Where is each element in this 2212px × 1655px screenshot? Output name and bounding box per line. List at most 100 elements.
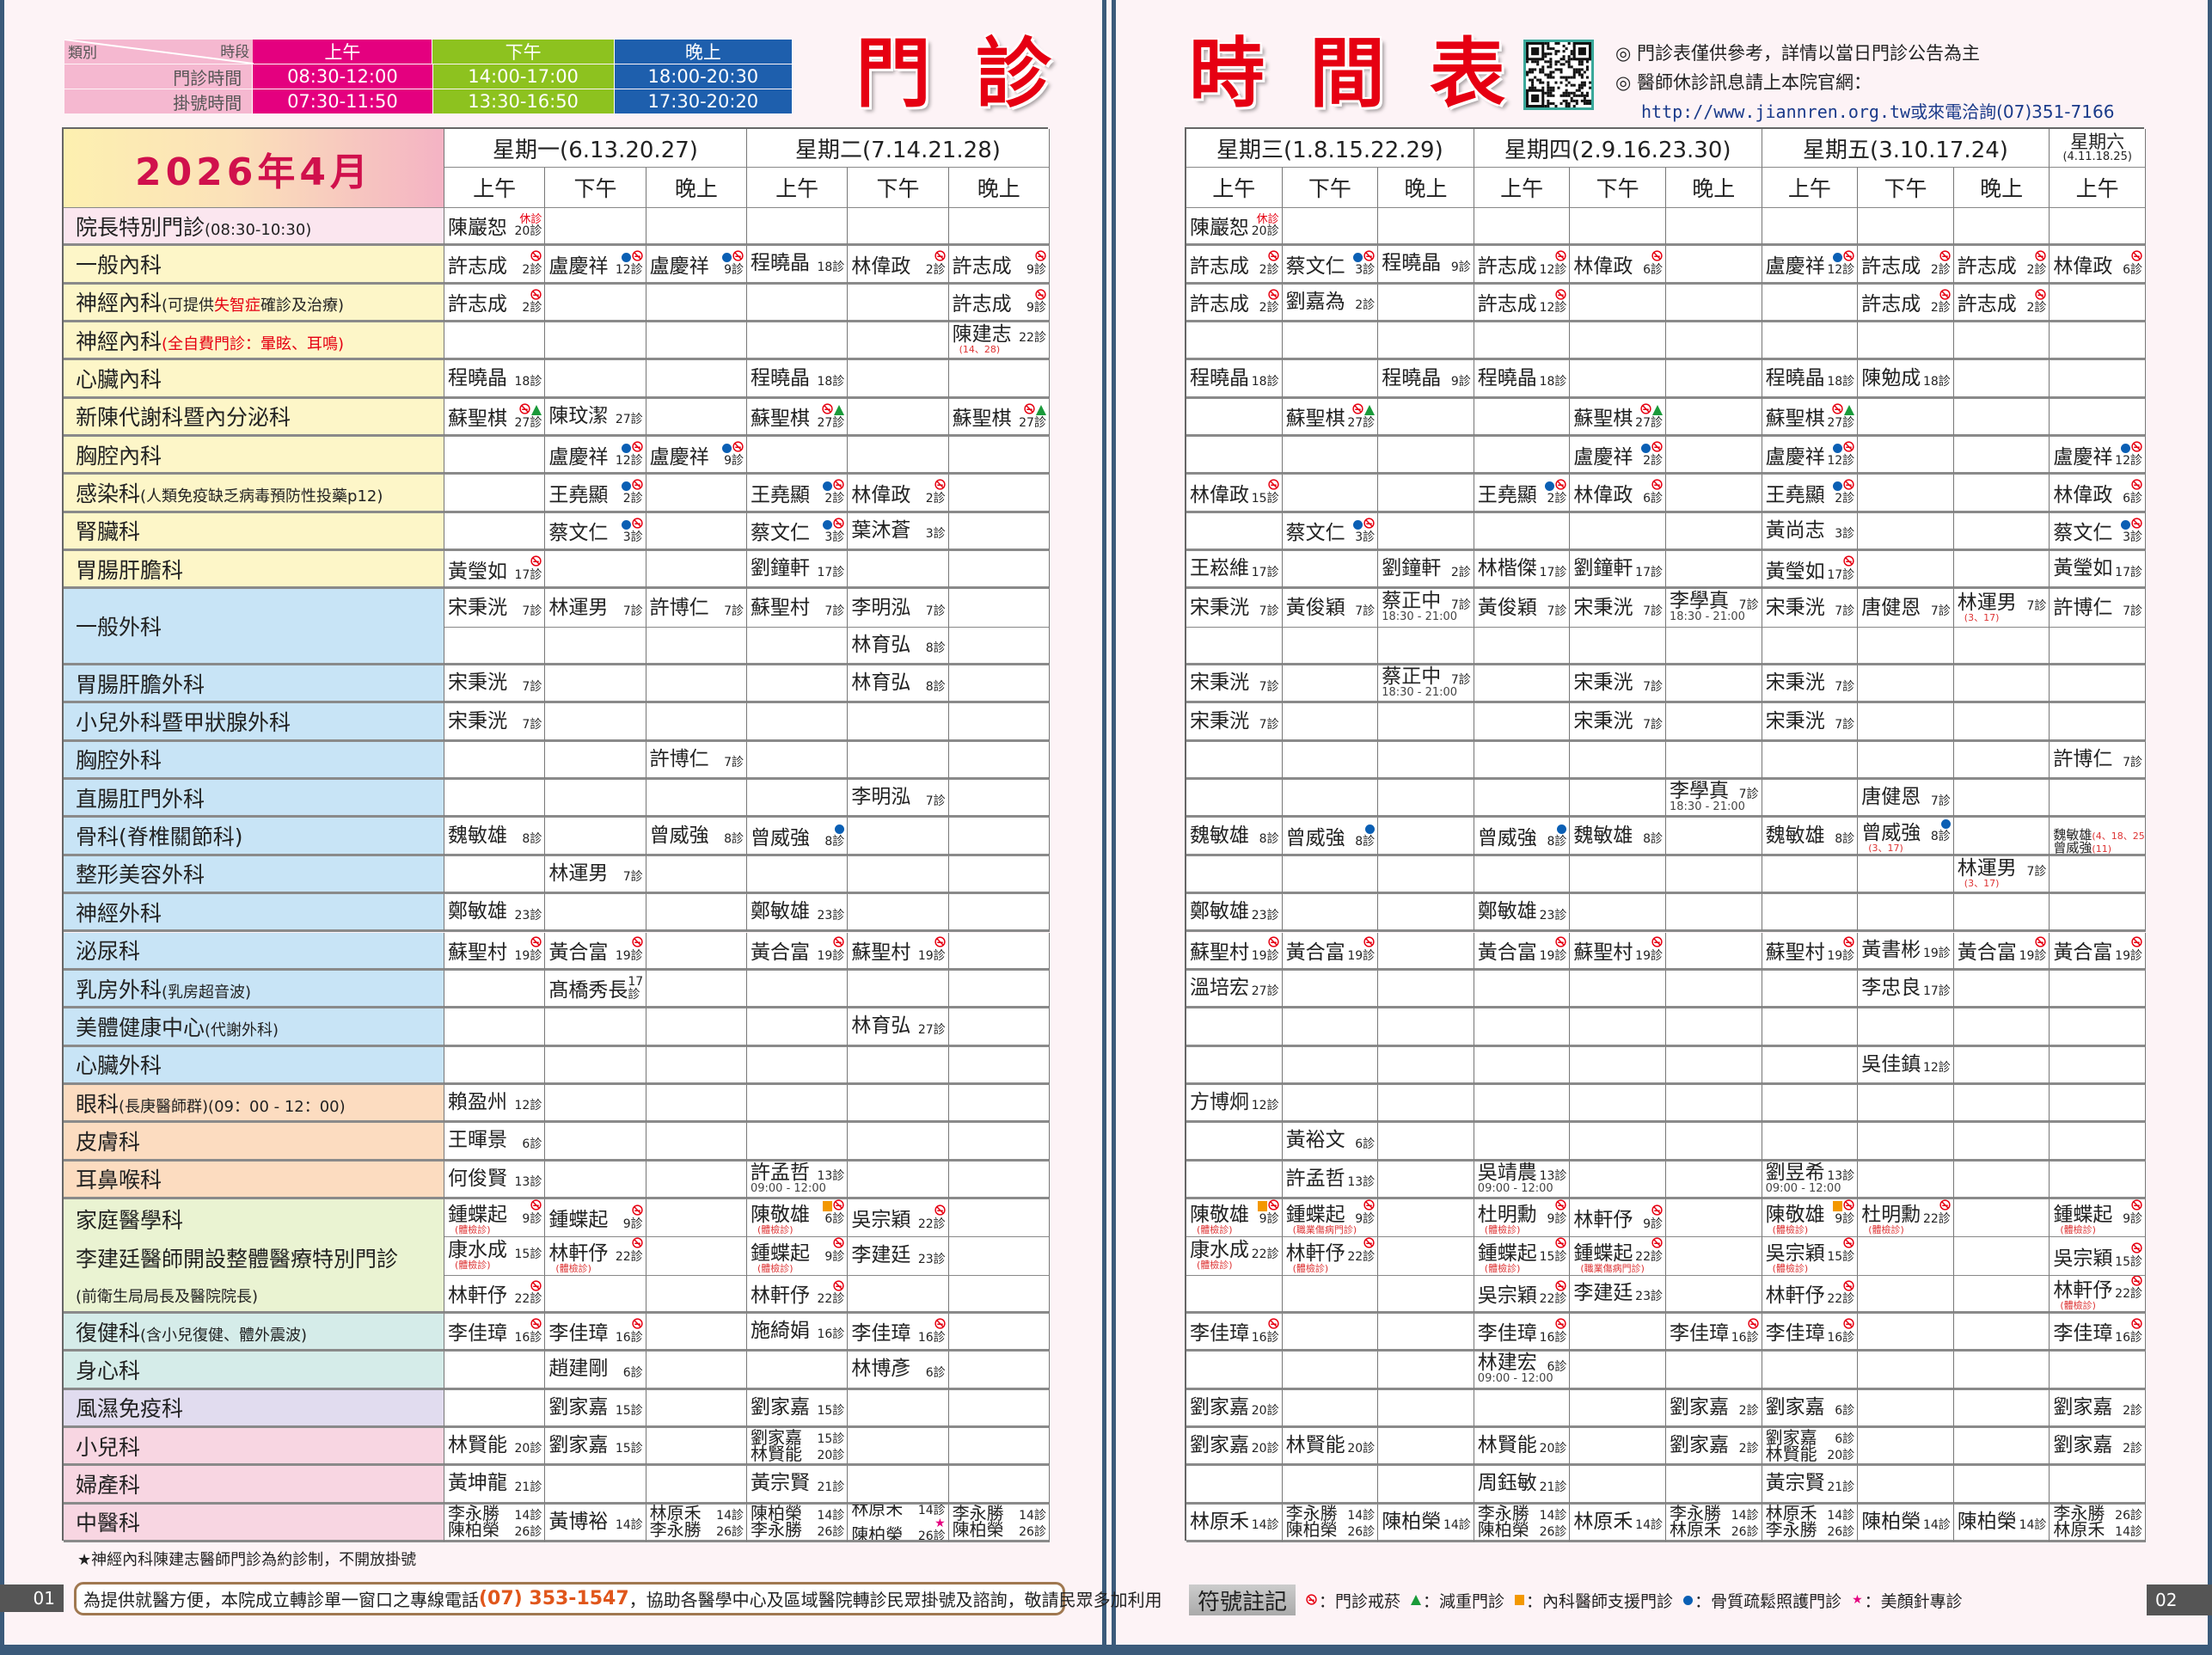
- doctor-entry[interactable]: 葉沐蒼 3診: [851, 520, 945, 541]
- doctor-entry[interactable]: 吳靖農 13診: [1478, 1162, 1567, 1183]
- doctor-entry[interactable]: 李佳璋 16診: [1190, 1318, 1279, 1345]
- schedule-cell-tue_pm[interactable]: 李佳璋 16診: [848, 1313, 949, 1352]
- schedule-cell-mon_pm[interactable]: 劉家嘉 15診: [545, 1389, 646, 1428]
- schedule-cell-wed_am[interactable]: 溫培宏 27診: [1186, 970, 1283, 1009]
- schedule-cell-tue_am[interactable]: 鄭敏雄 23診: [746, 894, 849, 933]
- doctor-entry[interactable]: 宋秉洸 7診: [1190, 598, 1279, 618]
- schedule-cell-wed_pm[interactable]: 黃俊穎 7診: [1282, 589, 1379, 628]
- doctor-entry[interactable]: 林賢能 20診: [448, 1436, 542, 1456]
- doctor-entry[interactable]: 方博炯 12診: [1190, 1093, 1279, 1113]
- doctor-entry[interactable]: 劉家嘉 15診: [751, 1397, 844, 1418]
- schedule-cell-fri_pm[interactable]: 許志成 2診: [1858, 246, 1954, 285]
- schedule-cell-thu_ev[interactable]: 劉家嘉 2診: [1666, 1427, 1762, 1467]
- schedule-cell-wed_pm[interactable]: 蔡文仁 3診: [1282, 246, 1379, 285]
- schedule-cell-mon_am[interactable]: 陳巖恕 休診 20診: [444, 208, 546, 247]
- schedule-cell-wed_pm[interactable]: 黃合富 19診: [1282, 932, 1379, 971]
- doctor-entry[interactable]: 林運男 7診: [548, 598, 642, 618]
- schedule-cell-thu_am[interactable]: 鄭敏雄 23診: [1474, 894, 1571, 933]
- schedule-cell-wed_am[interactable]: 蘇聖村 19診: [1186, 932, 1283, 971]
- doctor-entry[interactable]: 林偉政 6診: [2053, 479, 2142, 506]
- doctor-entry[interactable]: 王堯顯 2診: [1478, 479, 1566, 506]
- doctor-entry[interactable]: 林軒伃 22診: [548, 1237, 643, 1264]
- schedule-cell-fri_am[interactable]: 劉家嘉 6診 林賢能 20診: [1762, 1427, 1859, 1467]
- doctor-entry[interactable]: 黃合富 19診: [1286, 936, 1375, 963]
- schedule-cell-thu_am[interactable]: 許志成 12診: [1474, 246, 1571, 285]
- doctor-entry[interactable]: 林軒伃 22診: [751, 1279, 844, 1306]
- schedule-cell-mon_am[interactable]: 蘇聖村 19診: [444, 932, 546, 971]
- schedule-cell-fri_am[interactable]: 宋秉洸 7診: [1762, 703, 1859, 742]
- schedule-cell-fri_pm[interactable]: 吳佳鎮 12診: [1858, 1046, 1954, 1085]
- doctor-entry[interactable]: 程曉晶 18診: [1766, 368, 1855, 389]
- schedule-cell-thu_am[interactable]: 黃俊穎 7診: [1474, 589, 1571, 628]
- schedule-cell-thu_am[interactable]: 吳宗穎 22診: [1474, 1275, 1571, 1314]
- doctor-entry[interactable]: 林偉政 2診: [851, 250, 946, 277]
- schedule-cell-wed_am[interactable]: 林偉政 15診: [1186, 475, 1283, 513]
- doctor-entry[interactable]: 林偉政 6診: [1573, 479, 1663, 506]
- schedule-cell-fri_am[interactable]: 蘇聖村 19診: [1762, 932, 1859, 971]
- doctor-entry[interactable]: 黃合富 19診: [1478, 936, 1566, 963]
- doctor-entry[interactable]: 林軒伃 22診: [2053, 1275, 2142, 1301]
- doctor-entry[interactable]: 盧慶祥 9診: [650, 250, 744, 277]
- schedule-cell-wed_pm[interactable]: 林軒伃 22診 (體檢診): [1282, 1237, 1379, 1276]
- schedule-cell-fri_am[interactable]: 黃尚志 3診: [1762, 512, 1859, 552]
- schedule-cell-mon_pm[interactable]: 陳玟潔 27診: [545, 398, 646, 438]
- schedule-cell-wed_ev[interactable]: 程曉晶 9診: [1378, 360, 1474, 399]
- schedule-cell-mon_pm[interactable]: 劉家嘉 15診: [545, 1427, 646, 1467]
- doctor-entry[interactable]: 林運男 7診: [1958, 592, 2047, 613]
- doctor-entry[interactable]: 宋秉洸 7診: [1766, 598, 1855, 618]
- schedule-cell-tue_ev[interactable]: 蘇聖棋 27診: [948, 398, 1050, 438]
- doctor-entry[interactable]: 何俊賢 13診: [448, 1168, 542, 1189]
- doctor-entry[interactable]: 李學真 7診: [1670, 592, 1759, 611]
- schedule-cell-thu_am[interactable]: 鍾蝶起 15診 (體檢診): [1474, 1237, 1571, 1276]
- schedule-cell-mon_pm[interactable]: 黃博裕 14診: [545, 1504, 646, 1542]
- doctor-entry[interactable]: 林運男 7診: [1958, 858, 2047, 879]
- schedule-cell-fri_pm[interactable]: 陳柏榮 14診: [1858, 1504, 1954, 1542]
- doctor-entry[interactable]: 鄭敏雄 23診: [751, 902, 844, 922]
- schedule-cell-wed_am[interactable]: 李佳璋 16診: [1186, 1313, 1283, 1352]
- schedule-cell-fri_am[interactable]: 吳宗穎 15診 (體檢診): [1762, 1237, 1859, 1276]
- doctor-entry[interactable]: 杜明勳 9診: [1478, 1199, 1566, 1226]
- schedule-cell-tue_am[interactable]: 劉鐘軒 17診: [746, 551, 849, 590]
- doctor-entry[interactable]: 李佳璋 16診: [851, 1318, 946, 1345]
- schedule-cell-wed_am[interactable]: 陳巖恕 休診 20診: [1186, 208, 1283, 247]
- doctor-entry[interactable]: 盧慶祥 12診: [2053, 441, 2142, 468]
- schedule-cell-sat_am[interactable]: 許博仁 7診: [2050, 741, 2146, 781]
- doctor-entry[interactable]: 盧慶祥 12診: [548, 441, 643, 468]
- schedule-cell-wed_am[interactable]: 康水成 22診 (體檢診): [1186, 1237, 1283, 1276]
- schedule-cell-fri_pm[interactable]: 曾威強 8診 (3、17): [1858, 818, 1954, 856]
- schedule-cell-tue_pm[interactable]: 林偉政 2診: [848, 246, 949, 285]
- schedule-cell-thu_ev[interactable]: 李永勝 14診 林原禾 26診: [1666, 1504, 1762, 1542]
- doctor-entry[interactable]: 宋秉洸 7診: [1573, 673, 1663, 693]
- doctor-entry[interactable]: 劉家嘉 20診: [1190, 1397, 1279, 1418]
- doctor-entry[interactable]: 曾威強(11): [2053, 842, 2142, 854]
- doctor-entry[interactable]: 程曉晶 18診: [1478, 368, 1567, 389]
- schedule-cell-thu_ev[interactable]: 李佳璋 16診: [1666, 1313, 1762, 1352]
- doctor-entry[interactable]: 黃宗賢 21診: [1766, 1474, 1855, 1493]
- doctor-entry[interactable]: 林楷傑 17診: [1478, 559, 1567, 579]
- doctor-entry[interactable]: 李佳璋 16診: [1670, 1318, 1759, 1345]
- doctor-entry[interactable]: 劉家嘉 15診: [548, 1397, 642, 1418]
- schedule-cell-thu_ev[interactable]: 李學真 7診 18:30 - 21:00: [1666, 780, 1762, 818]
- schedule-cell-wed_pm[interactable]: 黃裕文 6診: [1282, 1123, 1379, 1162]
- schedule-cell-fri_ev[interactable]: 林運男 7診 (3、17): [1953, 855, 2050, 895]
- schedule-cell-thu_ev[interactable]: 李學真 7診 18:30 - 21:00: [1666, 589, 1762, 628]
- schedule-cell-sat_am[interactable]: 黃瑩如 17診: [2050, 551, 2146, 590]
- schedule-cell-sat_am[interactable]: 林軒伃 22診 (體檢診): [2050, 1275, 2146, 1314]
- schedule-cell-fri_ev[interactable]: 許志成 2診: [1953, 284, 2050, 322]
- doctor-entry[interactable]: 許孟哲 13診: [1286, 1168, 1376, 1189]
- doctor-entry[interactable]: 李永勝 26診: [1766, 1521, 1855, 1538]
- doctor-entry[interactable]: 黃合富 19診: [1958, 936, 2046, 963]
- doctor-entry[interactable]: 李佳璋 16診: [1766, 1318, 1854, 1345]
- doctor-entry[interactable]: 宋秉洸 7診: [1766, 673, 1855, 693]
- doctor-entry[interactable]: 曾威強 8診: [1286, 823, 1376, 849]
- doctor-entry[interactable]: 許孟哲 13診: [751, 1162, 844, 1183]
- schedule-cell-fri_ev[interactable]: 林運男 7診 (3、17): [1953, 589, 2050, 628]
- schedule-cell-thu_pm[interactable]: 鍾蝶起 22診 (職業傷病門診): [1570, 1237, 1666, 1276]
- schedule-cell-wed_am[interactable]: 林原禾 14診: [1186, 1504, 1283, 1542]
- doctor-entry[interactable]: 陳建志 22診: [953, 325, 1046, 345]
- doctor-entry[interactable]: 黃宗賢 21診: [751, 1474, 844, 1493]
- doctor-entry[interactable]: 陳巖恕 休診 20診: [448, 213, 542, 238]
- schedule-cell-tue_am[interactable]: 程曉晶 18診: [746, 360, 849, 399]
- doctor-entry[interactable]: 曾威強 8診: [1861, 818, 1951, 843]
- doctor-entry[interactable]: 蔡正中 7診: [1382, 667, 1471, 687]
